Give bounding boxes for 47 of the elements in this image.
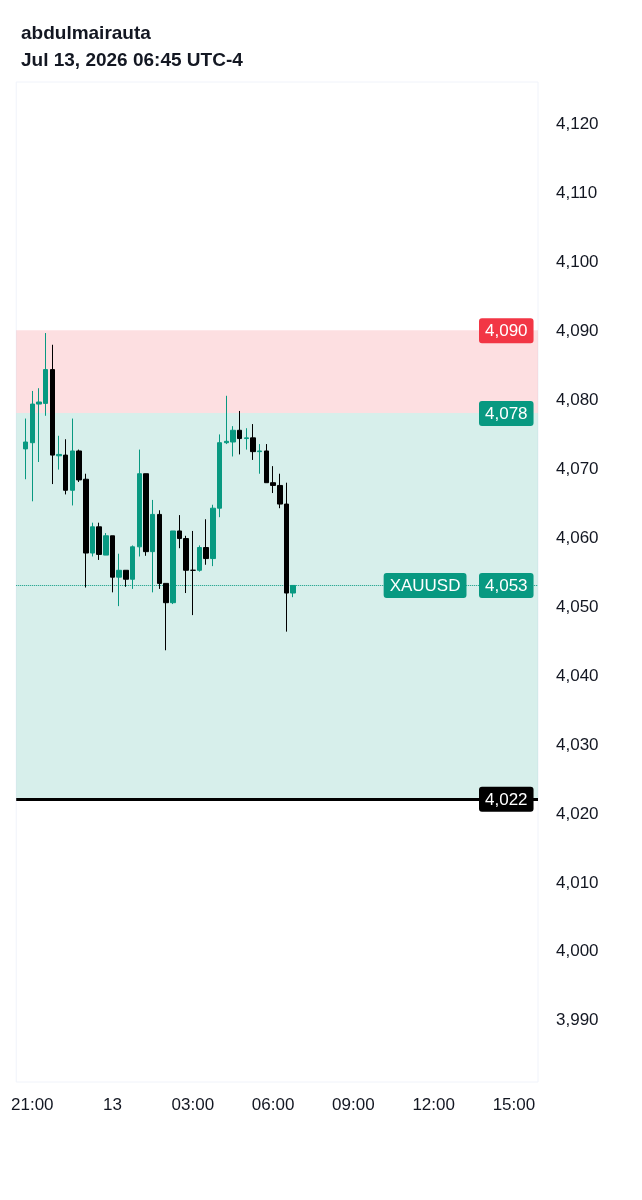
candlestick xyxy=(197,544,202,573)
band-label: 4,078 xyxy=(485,404,528,424)
ref-line-label: 4,053 xyxy=(485,575,528,595)
y-tick-label: 4,030 xyxy=(556,734,599,754)
x-tick-label: 12:00 xyxy=(412,1095,455,1114)
candlestick xyxy=(103,532,109,556)
y-tick-label: 4,120 xyxy=(556,113,599,133)
candlestick xyxy=(123,569,129,588)
candlestick xyxy=(190,530,196,616)
candlestick xyxy=(70,418,75,506)
candlestick xyxy=(96,522,102,561)
candlestick xyxy=(23,418,28,480)
y-tick-label: 4,000 xyxy=(556,941,599,961)
y-tick-label: 4,010 xyxy=(556,872,599,892)
candlestick xyxy=(250,423,256,461)
y-tick-label: 4,060 xyxy=(556,527,599,547)
x-tick-label: 03:00 xyxy=(171,1095,215,1114)
candlestick xyxy=(203,518,209,566)
candlestick xyxy=(63,438,68,495)
y-tick-label: 3,990 xyxy=(556,1010,599,1030)
ref-line-label: 4,022 xyxy=(485,789,528,809)
candlestick xyxy=(90,522,95,557)
y-tick-label: 4,020 xyxy=(556,803,599,823)
candlestick xyxy=(257,443,262,475)
chart-subtitle: Jul 13, 2026 06:45 UTC-4 xyxy=(21,49,244,70)
x-tick-label: 09:00 xyxy=(332,1095,375,1114)
y-tick-label: 4,050 xyxy=(556,596,599,616)
band-label: 4,090 xyxy=(485,321,528,341)
y-tick-label: 4,040 xyxy=(556,665,599,685)
y-tick-label: 4,090 xyxy=(556,320,599,340)
text: XAUUSD xyxy=(389,575,461,595)
candlestick xyxy=(50,344,55,485)
chart-title: abdulmairauta xyxy=(21,22,152,43)
y-tick-label: 4,070 xyxy=(556,458,599,478)
x-tick-label: 06:00 xyxy=(251,1095,295,1114)
candlestick xyxy=(244,427,249,451)
x-tick-label: 15:00 xyxy=(492,1095,536,1114)
x-tick-label: 21:00 xyxy=(11,1095,54,1114)
y-tick-label: 4,100 xyxy=(556,251,599,271)
candlestick xyxy=(237,410,242,455)
candlestick xyxy=(137,449,142,557)
candlestick xyxy=(143,473,149,557)
candlestick xyxy=(110,535,115,593)
candlestick xyxy=(56,435,62,471)
y-tick-label: 4,110 xyxy=(556,182,598,202)
y-tick-label: 4,080 xyxy=(556,389,599,409)
x-tick-label: 13 xyxy=(103,1095,123,1114)
